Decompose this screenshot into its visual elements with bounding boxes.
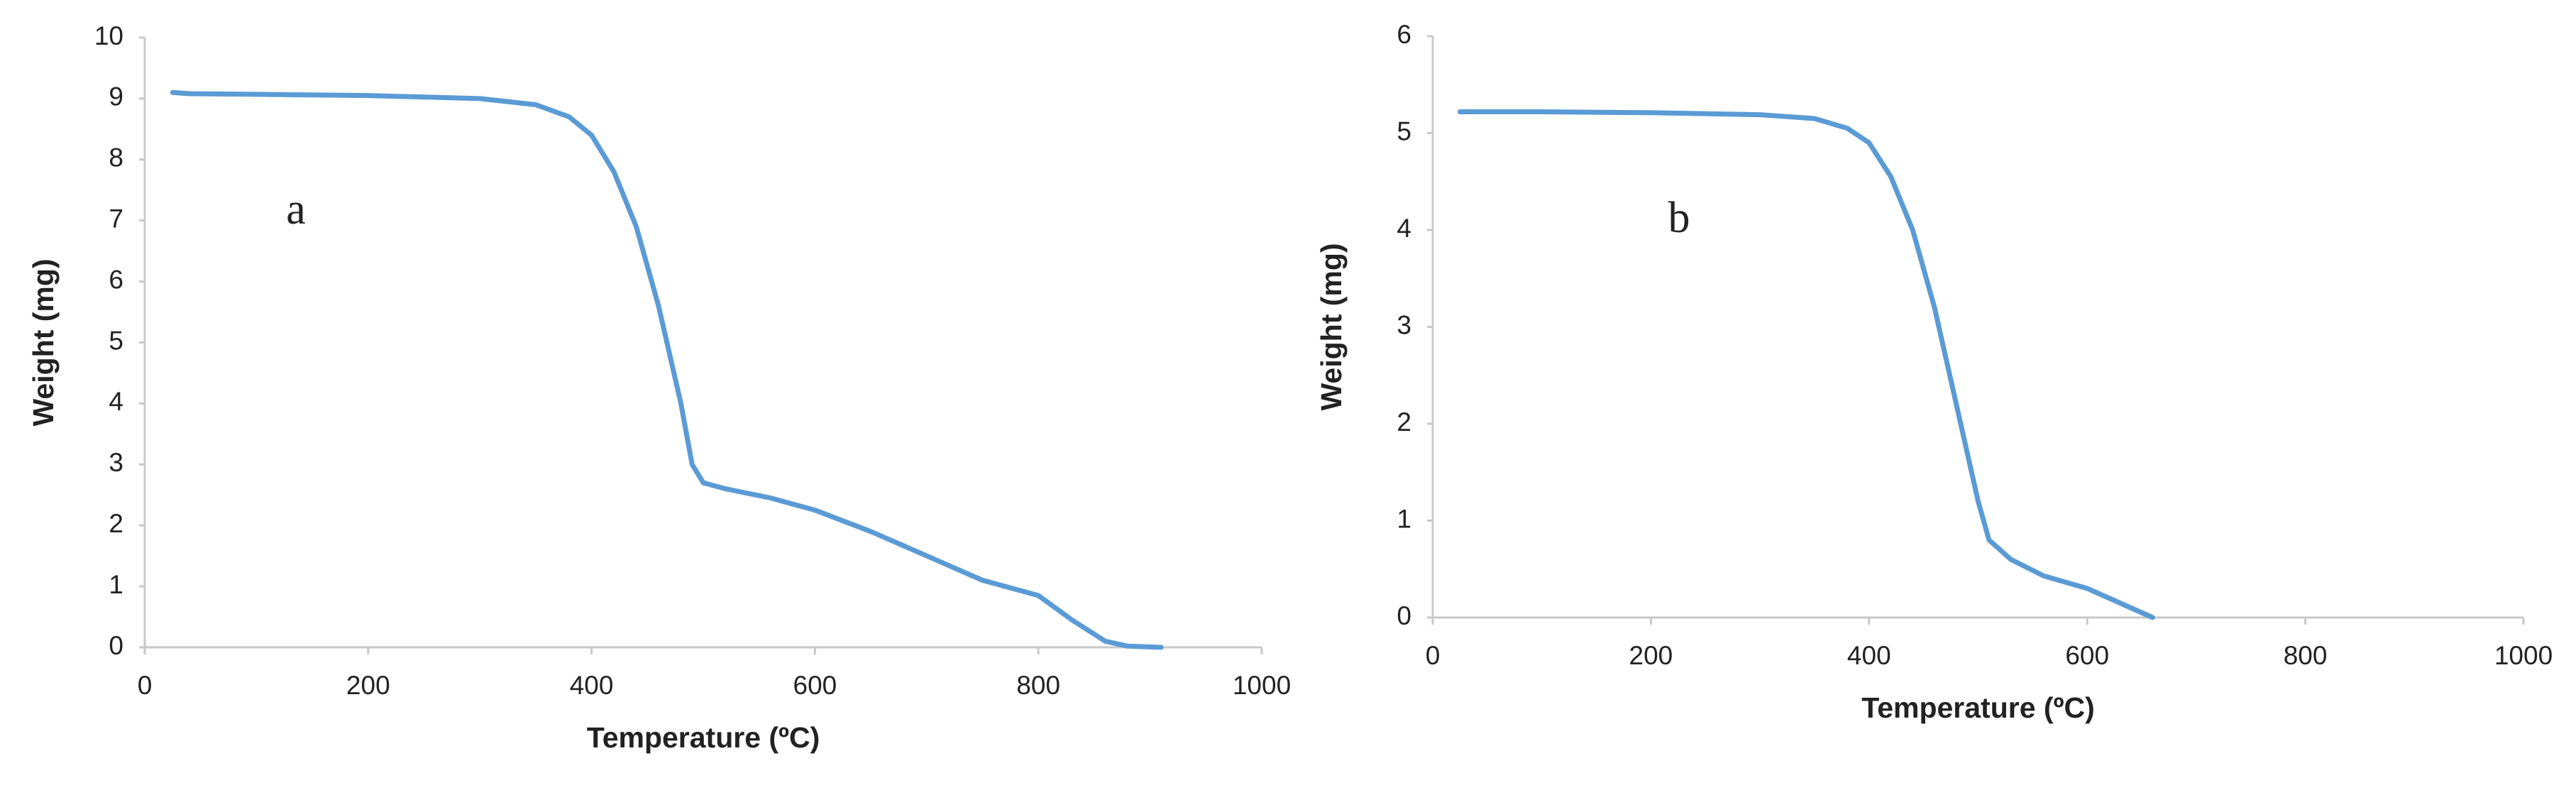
x-tick-label: 600 [793,671,837,700]
y-tick-label: 9 [109,82,123,111]
y-tick-label: 8 [109,143,123,172]
y-tick-label: 1 [1397,504,1411,533]
x-axis-title: Temperature (ºC) [1861,691,2095,724]
x-tick-label: 200 [1629,641,1673,670]
x-axis-title: Temperature (ºC) [587,721,820,754]
data-line [1457,109,2155,620]
y-tick-label: 5 [1397,116,1411,146]
y-tick-label: 10 [94,21,123,50]
x-tick-label: 0 [138,671,153,700]
y-axis-title: Weight (mg) [1315,243,1348,410]
y-tick-label: 1 [109,570,123,599]
y-tick-label: 5 [109,326,123,355]
x-tick-label: 1000 [2494,641,2553,670]
y-tick-label: 0 [109,631,123,660]
x-tick-label: 1000 [1233,671,1291,700]
y-tick-label: 4 [1397,214,1411,243]
y-tick-label: 2 [109,509,123,538]
y-tick-label: 2 [1397,407,1411,437]
y-tick-label: 4 [109,387,123,416]
x-tick-label: 0 [1426,641,1441,670]
x-tick-label: 400 [570,671,614,700]
annotation: b [1668,194,1690,242]
x-tick-label: 600 [2065,641,2109,670]
y-tick-label: 0 [1397,601,1411,630]
x-tick-label: 800 [2284,641,2328,670]
y-tick-label: 7 [109,204,123,233]
y-tick-label: 3 [1397,310,1411,339]
y-tick-label: 6 [109,265,123,294]
x-tick-label: 800 [1016,671,1060,700]
y-tick-label: 6 [1397,20,1411,49]
data-line [170,89,1164,650]
y-tick-label: 3 [109,448,123,477]
x-tick-label: 400 [1847,641,1891,670]
annotation: a [286,185,306,234]
x-tick-label: 200 [346,671,390,700]
y-axis-title: Weight (mg) [27,258,60,426]
